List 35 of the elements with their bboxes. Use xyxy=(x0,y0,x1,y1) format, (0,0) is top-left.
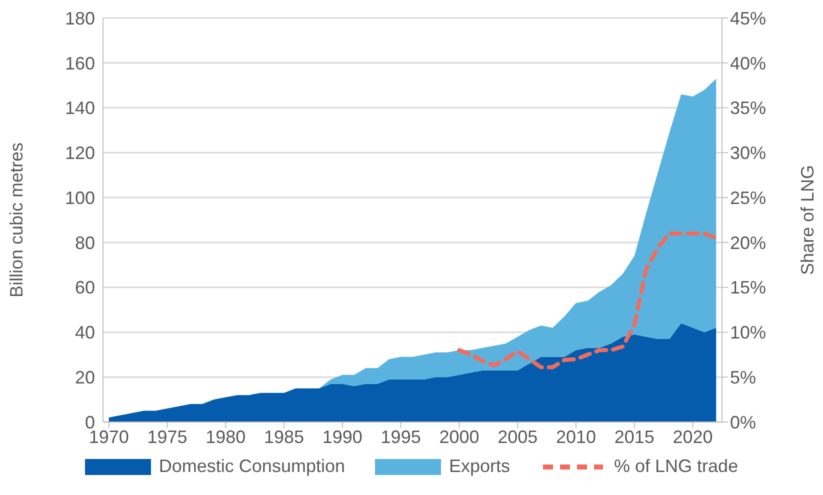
x-tick-label: 2005 xyxy=(498,426,538,447)
y2-tick-label: 15% xyxy=(730,278,766,298)
y-tick-label: 160 xyxy=(64,53,95,74)
x-tick-label: 2020 xyxy=(672,426,713,447)
y2-tick-label: 25% xyxy=(730,188,766,208)
x-tick-label: 2015 xyxy=(614,426,654,447)
x-tick-label: 2000 xyxy=(439,426,480,447)
y2-tick-label: 10% xyxy=(730,322,766,343)
y2-tick-label: 30% xyxy=(730,143,766,164)
y2-tick-label: 0% xyxy=(730,412,756,432)
y-tick-label: 100 xyxy=(64,188,95,208)
y-tick-label: 80 xyxy=(74,232,95,253)
y-tick-label: 20 xyxy=(74,368,95,388)
legend-label: % of LNG trade xyxy=(614,456,738,477)
y-tick-label: 40 xyxy=(74,322,95,343)
y-tick-label: 120 xyxy=(64,143,95,164)
y2-tick-label: 35% xyxy=(730,98,766,118)
y-tick-label: 60 xyxy=(74,278,95,298)
y2-tick-label: 45% xyxy=(730,8,766,28)
legend-label: Exports xyxy=(448,456,510,477)
y-tick-label: 180 xyxy=(64,8,95,28)
y-tick-label: 140 xyxy=(64,98,95,118)
y2-axis-title: Share of LNG xyxy=(797,164,818,276)
x-tick-label: 1990 xyxy=(322,426,362,447)
y-axis-title: Billion cubic metres xyxy=(6,142,26,298)
y2-tick-label: 20% xyxy=(730,232,766,253)
y2-tick-label: 40% xyxy=(730,53,766,74)
y2-tick-label: 5% xyxy=(730,368,756,388)
x-tick-label: 1995 xyxy=(380,426,421,447)
x-tick-label: 1975 xyxy=(147,426,188,447)
x-tick-label: 1985 xyxy=(264,426,304,447)
x-tick-label: 2010 xyxy=(556,426,596,447)
x-tick-label: 1980 xyxy=(206,426,246,447)
line-series xyxy=(457,231,718,370)
legend-label: Domestic Consumption xyxy=(158,456,345,477)
